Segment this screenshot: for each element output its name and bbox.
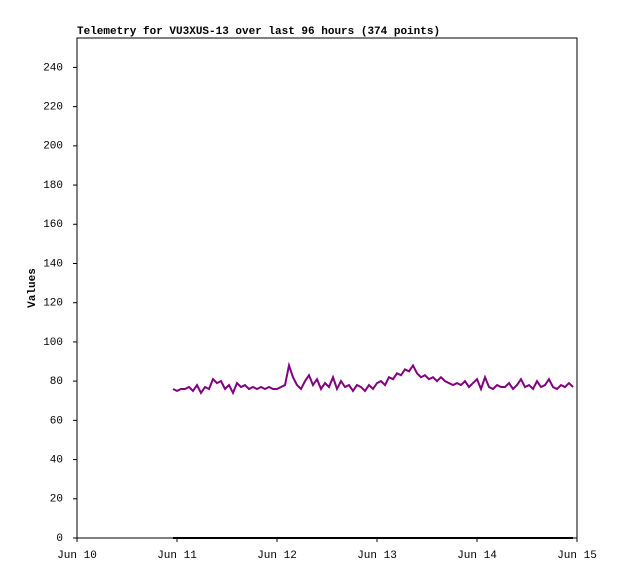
data-line — [172, 361, 574, 396]
y-tick-label: 20 — [50, 494, 63, 506]
y-tick-label: 100 — [43, 337, 63, 349]
x-tick-label: Jun 12 — [257, 550, 297, 562]
y-axis-label: Values — [27, 268, 39, 308]
y-tick-label: 220 — [43, 102, 63, 114]
x-tick-label: Jun 14 — [457, 550, 497, 562]
y-tick-label: 160 — [43, 219, 63, 231]
y-tick-label: 180 — [43, 180, 63, 192]
y-tick-label: 140 — [43, 258, 63, 270]
y-tick-label: 120 — [43, 298, 63, 310]
y-tick-label: 0 — [56, 533, 63, 545]
y-tick-label: 60 — [50, 415, 63, 427]
x-tick-label: Jun 11 — [157, 550, 197, 562]
y-tick-label: 240 — [43, 62, 63, 74]
plot-frame — [76, 37, 578, 539]
y-tick-label: 80 — [50, 376, 63, 388]
x-tick-label: Jun 13 — [357, 550, 397, 562]
chart-title: Telemetry for VU3XUS-13 over last 96 hou… — [77, 26, 440, 38]
y-tick-label: 200 — [43, 141, 63, 153]
x-tick-label: Jun 10 — [57, 550, 97, 562]
y-tick-label: 40 — [50, 454, 63, 466]
x-tick-label: Jun 15 — [557, 550, 597, 562]
